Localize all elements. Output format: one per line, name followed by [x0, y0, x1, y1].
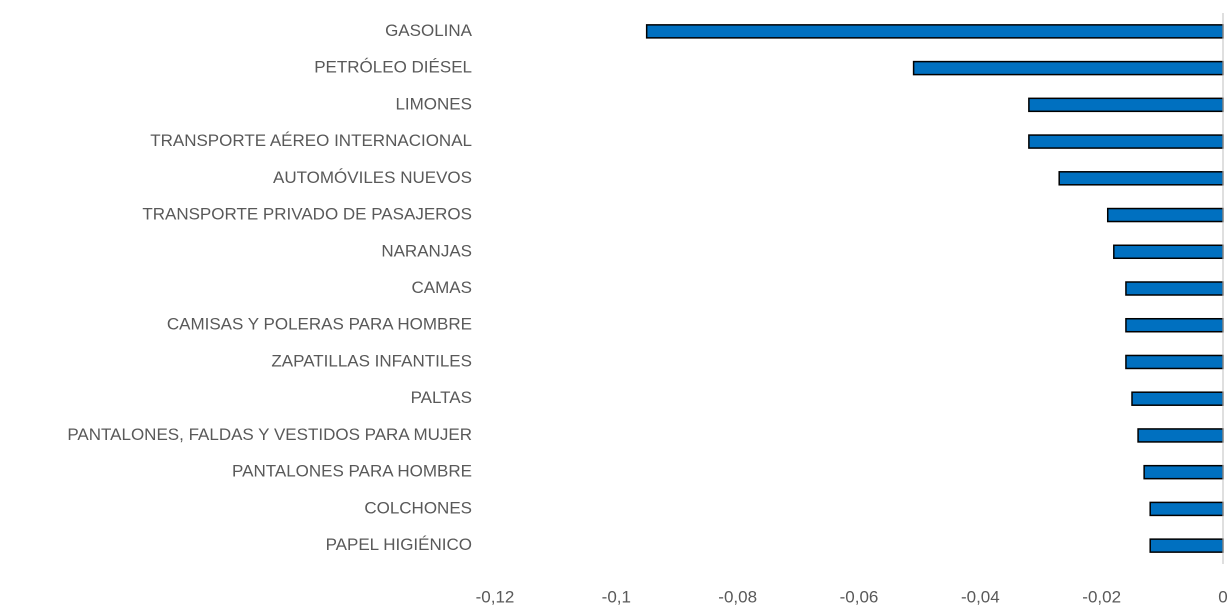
y-tick-label: TRANSPORTE PRIVADO DE PASAJEROS	[142, 205, 472, 224]
bar	[1028, 97, 1224, 113]
bar	[1143, 464, 1224, 480]
y-tick-label: LIMONES	[395, 94, 472, 113]
x-tick-label: -0,04	[961, 587, 1000, 606]
bar	[1125, 354, 1224, 370]
y-tick-label: PANTALONES, FALDAS Y VESTIDOS PARA MUJER	[67, 425, 472, 444]
bar	[1028, 134, 1224, 149]
y-tick-label: PETRÓLEO DIÉSEL	[314, 58, 472, 77]
bar	[1058, 171, 1224, 186]
y-tick-label: AUTOMÓVILES NUEVOS	[273, 168, 472, 187]
bar	[1113, 244, 1224, 260]
y-tick-label: COLCHONES	[364, 498, 472, 517]
bar	[645, 24, 1224, 39]
x-tick-label: -0,02	[1082, 587, 1121, 606]
bar	[1137, 428, 1224, 443]
bar	[1125, 281, 1224, 296]
y-tick-label: CAMAS	[412, 278, 472, 297]
y-tick-label: PALTAS	[411, 388, 472, 407]
y-tick-label: NARANJAS	[381, 241, 472, 260]
y-tick-label: PAPEL HIGIÉNICO	[326, 535, 472, 554]
x-tick-label: -0,12	[476, 587, 515, 606]
x-tick-label: -0,1	[602, 587, 631, 606]
y-tick-label: TRANSPORTE AÉREO INTERNACIONAL	[150, 131, 472, 150]
x-tick-label: 0	[1218, 587, 1227, 606]
bar	[1131, 391, 1224, 406]
x-tick-label: -0,08	[718, 587, 757, 606]
bar	[912, 60, 1224, 76]
x-tick-label: -0,06	[840, 587, 879, 606]
bar	[1149, 501, 1224, 517]
y-tick-label: ZAPATILLAS INFANTILES	[271, 351, 472, 370]
bar	[1149, 538, 1224, 553]
y-tick-label: PANTALONES PARA HOMBRE	[232, 462, 472, 481]
y-tick-label: GASOLINA	[385, 21, 473, 40]
y-tick-label: CAMISAS Y POLERAS PARA HOMBRE	[167, 315, 472, 334]
bar	[1125, 317, 1224, 333]
bar	[1106, 207, 1224, 223]
